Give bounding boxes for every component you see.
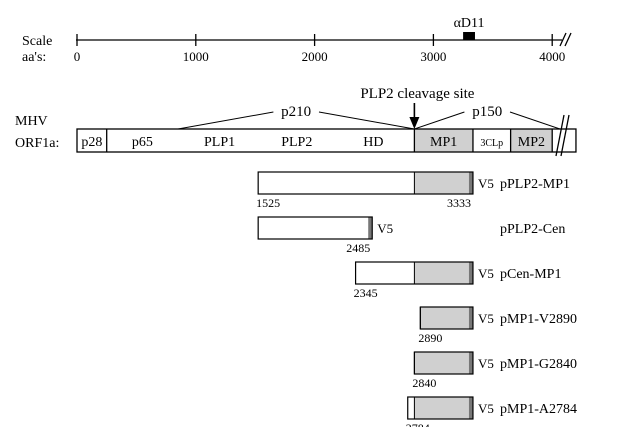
- scale-label: Scale: [22, 34, 52, 49]
- construct-pMP1-V2890: V5 pMP1-V2890 2890: [418, 306, 577, 345]
- product-p150: p150: [414, 104, 561, 130]
- construct-outline: [257, 171, 474, 195]
- construct-name: pMP1-A2784: [500, 402, 577, 417]
- v5-tag-label: V5: [478, 176, 494, 191]
- polyprotein-products: p210 p150: [177, 104, 561, 130]
- construct-pPLP2-Cen: V5 pPLP2-Cen 2485: [257, 216, 565, 255]
- construct-outline: [407, 396, 474, 420]
- construct-start-label: 2345: [354, 286, 378, 300]
- orf-outline: [76, 128, 577, 153]
- domain-label: MP2: [518, 135, 545, 150]
- construct-outline: [354, 261, 474, 285]
- domain-shading: [414, 129, 473, 152]
- construct-name: pPLP2-MP1: [500, 177, 570, 192]
- cleavage-arrow-head: [409, 117, 420, 129]
- construct-mp1-region: [414, 397, 473, 419]
- domain-label: MP1: [430, 135, 457, 150]
- construct-name: pCen-MP1: [500, 267, 561, 282]
- antibody-epitope-mark: [463, 32, 475, 40]
- v5-tag-label: V5: [377, 221, 393, 236]
- orf1a-domain-bar: p28 p65 PLP1 PLP2 HD MP1 3CLp MP2: [76, 128, 577, 153]
- construct-end-label: 3333: [447, 196, 471, 210]
- domain-label: HD: [363, 135, 383, 150]
- construct-end-label: 2485: [346, 241, 370, 255]
- construct-pMP1-A2784: V5 pMP1-A2784 2784: [406, 396, 577, 427]
- construct-start-label: 2890: [418, 331, 442, 345]
- product-bracket-left: [177, 111, 274, 130]
- v5-tag-label: V5: [478, 311, 494, 326]
- product-bracket-left: [414, 111, 465, 130]
- construct-list: V5 pPLP2-MP1 1525 3333 V5 pPLP2-Cen 2485 V5 pCen…: [256, 171, 577, 427]
- construct-start-label: 2840: [412, 376, 436, 390]
- scale-tick-label: 2000: [302, 49, 328, 64]
- orf-label-virus: MHV: [15, 114, 48, 129]
- product-label: p150: [472, 104, 502, 120]
- construct-name: pPLP2-Cen: [500, 222, 565, 237]
- product-p210: p210: [177, 104, 415, 130]
- scale-tick-label: 4000: [539, 49, 565, 64]
- construct-start-label: 1525: [256, 196, 280, 210]
- product-bracket-right: [509, 111, 561, 130]
- construct-pMP1-G2840: V5 pMP1-G2840 2840: [412, 351, 577, 390]
- construct-bar: [258, 217, 373, 239]
- construct-name: pMP1-V2890: [500, 312, 577, 327]
- construct-outline: [413, 351, 474, 375]
- construct-start-label: 2784: [406, 421, 430, 427]
- scale-section: Scale aa's: 0 1000 2000 3000 4000 αD11: [22, 16, 572, 65]
- construct-pPLP2-MP1: V5 pPLP2-MP1 1525 3333: [256, 171, 570, 210]
- product-bracket-right: [318, 111, 415, 130]
- domain-label: p65: [132, 135, 153, 150]
- v5-tag-mark: [468, 172, 473, 194]
- scale-unit-label: aa's:: [22, 50, 46, 65]
- antibody-label: αD11: [454, 16, 485, 31]
- v5-tag-mark: [468, 262, 473, 284]
- v5-tag-mark: [468, 352, 473, 374]
- orf-break-mark: [555, 114, 570, 157]
- scale-ticks: 0 1000 2000 3000 4000: [74, 34, 565, 64]
- construct-name: pMP1-G2840: [500, 357, 577, 372]
- construct-outline: [257, 216, 373, 240]
- orf-label-gene: ORF1a:: [15, 136, 59, 151]
- domain-shading: [510, 129, 553, 152]
- construct-mp1-region: [414, 172, 473, 194]
- domain-label: 3CLp: [480, 138, 503, 149]
- orf1a-section: MHV ORF1a: PLP2 cleavage site p210 p150 p…: [15, 86, 577, 157]
- scale-tick-label: 3000: [420, 49, 446, 64]
- v5-tag-mark: [468, 397, 473, 419]
- v5-tag-label: V5: [478, 356, 494, 371]
- construct-outline: [419, 306, 474, 330]
- v5-tag-mark: [468, 307, 473, 329]
- cleavage-site-arrow: [409, 103, 420, 129]
- domain-label: PLP1: [204, 135, 235, 150]
- construct-mp1-region: [414, 352, 473, 374]
- v5-tag-mark: [368, 217, 373, 239]
- cleavage-site-label: PLP2 cleavage site: [360, 86, 474, 102]
- product-label: p210: [281, 104, 311, 120]
- v5-tag-label: V5: [478, 401, 494, 416]
- domain-label: PLP2: [281, 135, 312, 150]
- construct-mp1-region: [420, 307, 473, 329]
- v5-tag-label: V5: [478, 266, 494, 281]
- scale-tick-label: 1000: [183, 49, 209, 64]
- scale-tick-label: 0: [74, 49, 81, 64]
- construct-pCen-MP1: V5 pCen-MP1 2345: [354, 261, 561, 300]
- axis-break-mark: [559, 32, 572, 47]
- domain-label: p28: [81, 135, 102, 150]
- construct-mp1-region: [414, 262, 473, 284]
